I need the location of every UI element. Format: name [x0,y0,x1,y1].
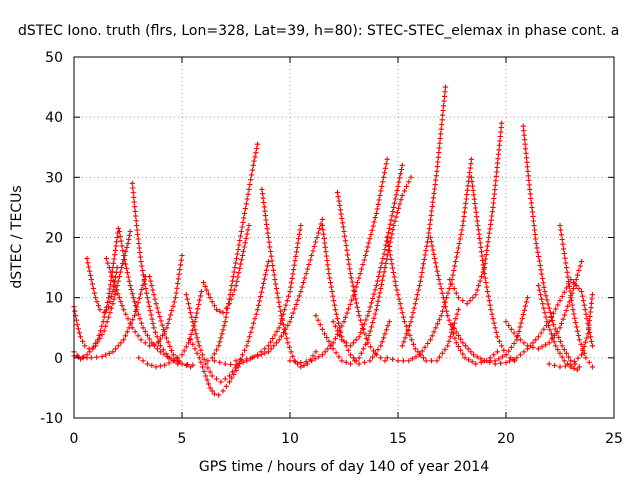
series-pass-21 [313,174,414,367]
marker-path [147,274,194,370]
series-pass-27 [447,120,505,307]
series-pass-08 [147,274,194,370]
x-tick-label: 0 [70,431,79,447]
series-pass-18 [287,156,390,366]
marker-path [287,156,390,366]
series-pass-23 [399,84,449,349]
marker-path [233,216,325,364]
x-tick-labels: 0 5 10 15 20 25 [70,431,623,447]
series-pass-16 [233,216,325,364]
series-pass-12 [205,141,261,364]
marker-path [188,337,241,398]
marker-path [84,256,120,316]
marker-path [330,162,405,349]
x-tick-label: 15 [389,431,407,447]
marker-path [211,222,304,368]
series-pass-31 [503,259,585,352]
marker-path [201,222,252,316]
series-pass-34 [546,292,595,370]
series-pass-19 [330,162,405,349]
y-tick-label: 0 [54,351,63,367]
marker-path [259,186,319,370]
x-tick-label: 20 [497,431,515,447]
series-pass-33 [557,222,595,370]
chart-title: dSTEC Iono. truth (flrs, Lon=328, Lat=39… [18,23,619,39]
series-pass-03 [84,256,120,316]
y-tick-labels: -10 0 10 20 30 40 50 [40,50,63,427]
series-pass-13 [201,222,252,316]
marker-path [205,141,261,364]
y-tick-label: -10 [40,411,63,427]
series-pass-22 [384,234,462,364]
y-tick-label: 10 [45,291,63,307]
series-pass-10 [183,259,271,385]
y-axis-label: dSTEC / TECUs [9,185,25,288]
marker-path [116,228,196,368]
marker-path [399,84,449,349]
series-pass-05 [129,180,181,367]
marker-path [384,156,474,364]
marker-path [520,123,582,370]
y-tick-label: 40 [45,110,63,126]
axis-ticks [73,56,615,419]
marker-path [449,295,531,364]
series-pass-28 [449,295,531,364]
y-tick-label: 20 [45,231,63,247]
y-tick-label: 50 [45,50,63,66]
series-pass-17 [319,222,392,367]
x-axis-label: GPS time / hours of day 140 of year 2014 [199,459,489,475]
marker-path [447,120,505,307]
x-tick-label: 10 [281,431,299,447]
marker-path [313,174,414,367]
marker-path [503,259,585,352]
y-tick-label: 30 [45,170,63,186]
marker-path [384,234,462,364]
marker-path [103,252,185,349]
series-pass-11 [188,337,241,398]
marker-path [557,222,595,370]
x-tick-label: 25 [605,431,623,447]
data-marks [71,84,595,398]
series-pass-29 [520,123,582,370]
series-pass-07 [103,252,185,349]
series-pass-14 [211,222,304,368]
grid-lines [74,57,614,418]
marker-path [129,180,181,367]
series-pass-15 [259,186,319,370]
series-pass-04 [116,228,196,368]
marker-path [319,222,392,367]
x-tick-label: 5 [178,431,187,447]
series-pass-20 [334,189,388,364]
marker-path [468,174,518,364]
series-pass-24 [384,156,474,364]
marker-path [183,259,271,385]
series-pass-26 [468,174,518,364]
marker-path [546,292,595,370]
marker-path [334,189,388,364]
